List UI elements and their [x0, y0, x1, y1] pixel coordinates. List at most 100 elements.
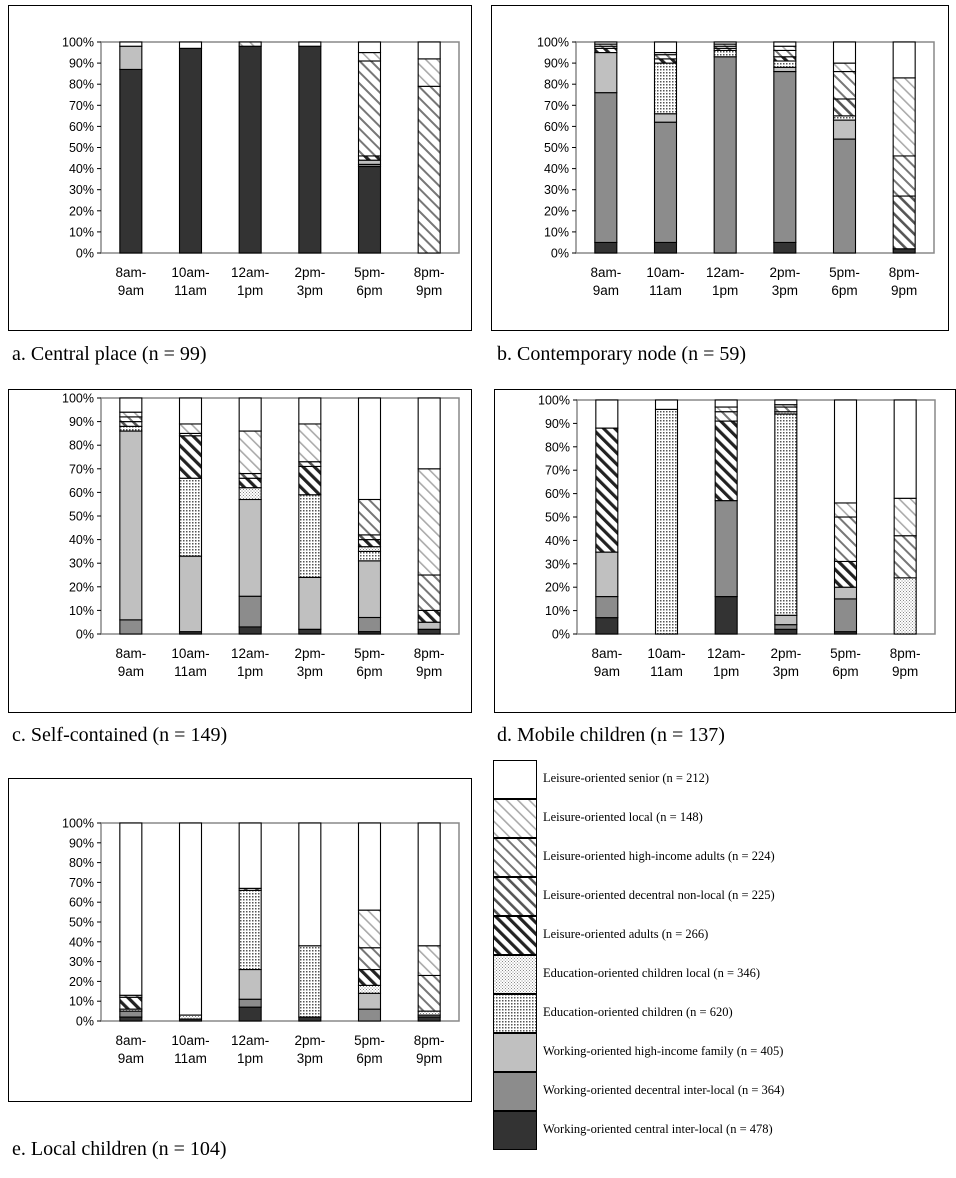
bar-segment [119, 41, 143, 47]
bar-segment [893, 399, 917, 499]
bar-segment [238, 487, 262, 501]
bar-segment [774, 628, 798, 635]
bar-segment [238, 1006, 262, 1022]
x-tick-label: 5pm-6pm [354, 1033, 385, 1066]
bar-segment [357, 822, 382, 911]
bar-segment [178, 477, 203, 557]
bar-segment [594, 47, 618, 54]
bar-segment [417, 822, 441, 947]
chart-svg: 0% 10% 20% 30% 40% 50% 60% 70% 80% 90% 100% 8am-9am… [62, 817, 460, 1066]
bar-segment [595, 617, 619, 635]
bar-segment [238, 397, 262, 432]
bar-segment [238, 889, 262, 971]
bar-segment [594, 41, 618, 45]
y-tick-label: 70% [69, 99, 94, 113]
y-tick-label: 70% [545, 464, 570, 478]
caption-central-place: a. Central place (n = 99) [12, 343, 207, 365]
bar-segment [892, 195, 916, 250]
bar-segment [357, 968, 382, 986]
x-tick-label: 8pm-9pm [414, 646, 445, 679]
bar-segment [357, 159, 382, 165]
bar-segment [178, 822, 203, 1016]
bar-segment [238, 472, 262, 479]
bar-segment [594, 92, 618, 243]
legend-label: Leisure-oriented high-income adults (n =… [543, 849, 775, 863]
bar-segment [654, 408, 679, 635]
bar-segment [714, 596, 738, 635]
y-tick-label: 80% [69, 856, 94, 870]
legend-swatch [493, 994, 537, 1033]
bar-segment [773, 66, 797, 73]
y-tick-label: 40% [69, 162, 94, 176]
bar-segment [773, 241, 797, 254]
bar-segment [893, 497, 917, 537]
legend-swatch [493, 916, 537, 955]
y-tick-label: 60% [69, 486, 94, 500]
bar-segment [595, 427, 619, 553]
bar-segment [595, 551, 619, 598]
legend-label: Leisure-oriented decentral non-local (n … [543, 888, 775, 902]
bar-segment [178, 41, 203, 49]
chart-panel-mobile-children: 0% 10% 20% 30% 40% 50% 60% 70% 80% 90% 100% 8am-9am… [494, 389, 956, 713]
bar-segment [119, 421, 143, 427]
x-tick-label: 2pm-3pm [294, 265, 325, 298]
bar-segment [833, 598, 858, 633]
bar-segment [774, 413, 798, 616]
y-tick-label: 80% [69, 439, 94, 453]
x-tick-label: 10am-11am [171, 646, 209, 679]
legend-item-working-central-inter-local: Working-oriented central inter-local (n … [493, 1111, 923, 1150]
bar-segment [357, 41, 382, 54]
y-tick-label: 100% [538, 394, 570, 408]
y-tick-label: 50% [545, 511, 570, 525]
y-tick-label: 30% [69, 183, 94, 197]
x-tick-label: 8am-9am [115, 1033, 146, 1066]
y-tick-label: 50% [69, 510, 94, 524]
bar-segment [417, 574, 441, 611]
bar-segment [238, 822, 262, 889]
bar-segment [357, 947, 382, 971]
legend-item-leisure-senior: Leisure-oriented senior (n = 212) [493, 760, 923, 799]
bar-segment [178, 435, 203, 479]
y-tick-label: 100% [62, 392, 94, 406]
bar-segment [595, 596, 619, 619]
bar-segment [832, 119, 857, 140]
y-tick-label: 100% [62, 36, 94, 50]
y-tick-label: 100% [62, 817, 94, 831]
y-tick-label: 10% [69, 604, 94, 618]
bar-segment [357, 498, 382, 536]
legend-label: Leisure-oriented adults (n = 266) [543, 927, 709, 941]
bar-segment [713, 41, 737, 45]
bar-segment [119, 397, 143, 413]
x-tick-label: 8am-9am [591, 646, 622, 679]
bar-segment [238, 626, 262, 635]
x-tick-label: 10am-11am [647, 646, 685, 679]
bar-segment [417, 945, 441, 977]
bar-segment [357, 546, 382, 552]
bar-segment [119, 411, 143, 418]
bar-segment [298, 494, 322, 578]
y-tick-label: 40% [544, 162, 569, 176]
legend-swatch [493, 838, 537, 877]
x-tick-label: 12am-1pm [231, 265, 269, 298]
y-tick-label: 60% [544, 120, 569, 134]
bar-segment [714, 406, 738, 413]
bar-segment [357, 984, 382, 994]
plot-area [575, 41, 935, 254]
y-tick-label: 10% [69, 225, 94, 239]
bar-segment [357, 550, 382, 562]
bar-segment [357, 1008, 382, 1022]
bar-segment [713, 49, 737, 58]
y-tick-label: 70% [69, 462, 94, 476]
bar-segment [892, 248, 916, 254]
bar-segment [178, 1014, 203, 1020]
bar-segment [357, 165, 382, 254]
bar-segment [714, 500, 738, 598]
x-tick-label: 8am-9am [115, 646, 146, 679]
bar-segment [178, 423, 203, 434]
y-tick-label: 20% [69, 204, 94, 218]
caption-self-contained: c. Self-contained (n = 149) [12, 724, 228, 746]
x-tick-label: 10am-11am [171, 265, 209, 298]
bar-segment [357, 909, 382, 949]
bar-segment [714, 420, 738, 502]
bar-segment [238, 477, 262, 489]
